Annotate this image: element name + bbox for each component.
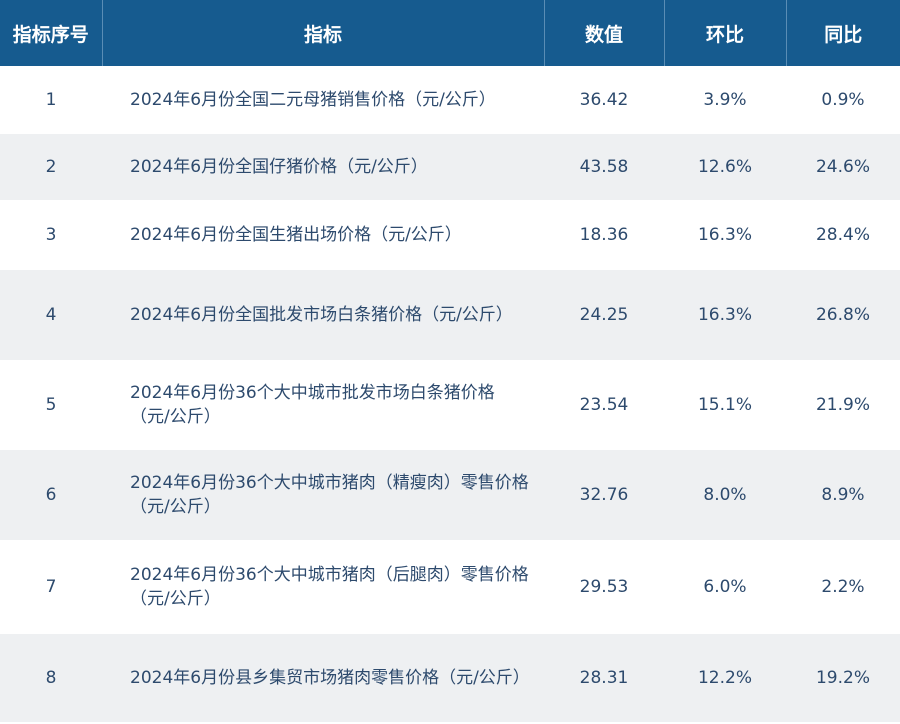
row-yoy: 26.8% [786, 270, 900, 360]
row-value: 24.25 [544, 270, 664, 360]
row-index: 4 [0, 270, 102, 360]
row-yoy: 19.2% [786, 634, 900, 722]
row-indicator: 2024年6月份全国生猪出场价格（元/公斤） [102, 200, 544, 270]
row-mom: 16.3% [664, 200, 786, 270]
row-value: 29.53 [544, 540, 664, 634]
row-yoy: 8.9% [786, 450, 900, 540]
row-value: 18.36 [544, 200, 664, 270]
row-yoy: 24.6% [786, 134, 900, 200]
row-mom: 12.2% [664, 634, 786, 722]
row-index: 7 [0, 540, 102, 634]
row-index: 2 [0, 134, 102, 200]
row-yoy: 21.9% [786, 360, 900, 450]
row-yoy: 0.9% [786, 66, 900, 134]
table-row: 7 2024年6月份36个大中城市猪肉（后腿肉）零售价格（元/公斤） 29.53… [0, 540, 900, 634]
row-mom: 3.9% [664, 66, 786, 134]
row-indicator: 2024年6月份县乡集贸市场猪肉零售价格（元/公斤） [102, 634, 544, 722]
table-row: 6 2024年6月份36个大中城市猪肉（精瘦肉）零售价格（元/公斤） 32.76… [0, 450, 900, 540]
row-value: 36.42 [544, 66, 664, 134]
header-yoy: 同比 [786, 0, 900, 66]
row-indicator: 2024年6月份全国仔猪价格（元/公斤） [102, 134, 544, 200]
table-row: 4 2024年6月份全国批发市场白条猪价格（元/公斤） 24.25 16.3% … [0, 270, 900, 360]
row-index: 3 [0, 200, 102, 270]
row-value: 43.58 [544, 134, 664, 200]
table-row: 8 2024年6月份县乡集贸市场猪肉零售价格（元/公斤） 28.31 12.2%… [0, 634, 900, 722]
row-index: 6 [0, 450, 102, 540]
header-mom: 环比 [664, 0, 787, 66]
row-index: 5 [0, 360, 102, 450]
row-yoy: 28.4% [786, 200, 900, 270]
row-index: 8 [0, 634, 102, 722]
table-row: 1 2024年6月份全国二元母猪销售价格（元/公斤） 36.42 3.9% 0.… [0, 66, 900, 134]
row-mom: 6.0% [664, 540, 786, 634]
row-value: 32.76 [544, 450, 664, 540]
row-value: 28.31 [544, 634, 664, 722]
row-indicator: 2024年6月份36个大中城市批发市场白条猪价格（元/公斤） [102, 360, 544, 450]
row-yoy: 2.2% [786, 540, 900, 634]
row-mom: 16.3% [664, 270, 786, 360]
row-indicator: 2024年6月份36个大中城市猪肉（后腿肉）零售价格（元/公斤） [102, 540, 544, 634]
header-indicator: 指标 [102, 0, 545, 66]
table-row: 2 2024年6月份全国仔猪价格（元/公斤） 43.58 12.6% 24.6% [0, 134, 900, 200]
row-mom: 8.0% [664, 450, 786, 540]
row-index: 1 [0, 66, 102, 134]
table-row: 5 2024年6月份36个大中城市批发市场白条猪价格（元/公斤） 23.54 1… [0, 360, 900, 450]
header-index: 指标序号 [0, 0, 103, 66]
row-mom: 12.6% [664, 134, 786, 200]
table-row: 3 2024年6月份全国生猪出场价格（元/公斤） 18.36 16.3% 28.… [0, 200, 900, 270]
header-value: 数值 [544, 0, 665, 66]
row-indicator: 2024年6月份全国批发市场白条猪价格（元/公斤） [102, 270, 544, 360]
row-indicator: 2024年6月份36个大中城市猪肉（精瘦肉）零售价格（元/公斤） [102, 450, 544, 540]
row-mom: 15.1% [664, 360, 786, 450]
row-indicator: 2024年6月份全国二元母猪销售价格（元/公斤） [102, 66, 544, 134]
header-row: 指标序号 指标 数值 环比 同比 [0, 0, 900, 66]
row-value: 23.54 [544, 360, 664, 450]
